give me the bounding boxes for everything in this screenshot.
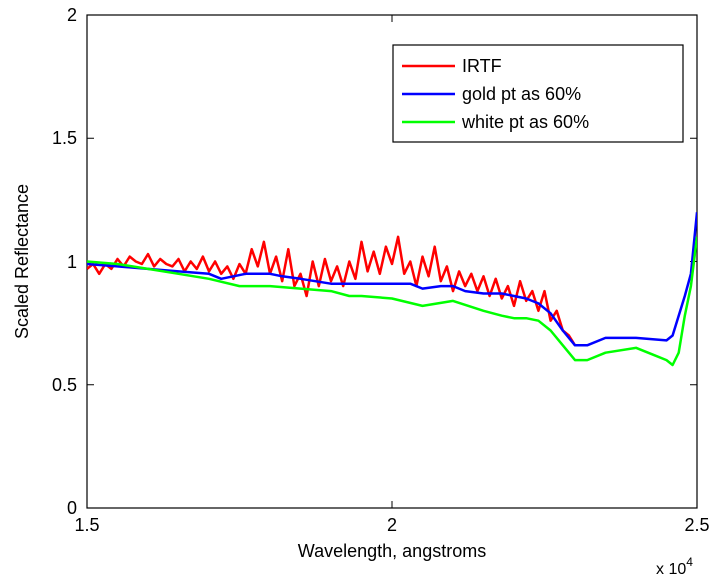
x-axis-label: Wavelength, angstroms [298,541,486,561]
x-tick-label-2: 2.5 [684,515,709,535]
y-tick-label-1: 0.5 [52,375,77,395]
x-axis-multiplier: x 104 [656,555,693,577]
y-axis-label: Scaled Reflectance [12,184,32,339]
y-tick-label-0: 0 [67,498,77,518]
x-tick-label-1: 2 [387,515,397,535]
legend-label-gold: gold pt as 60% [462,84,581,104]
legend-label-irtf: IRTF [462,56,502,76]
series-lines [87,212,697,367]
y-axis: 0 0.5 1 1.5 2 Scaled Reflectance [12,5,77,518]
x-axis: 1.5 2 2.5 Wavelength, angstroms x 104 [74,515,709,577]
x-axis-multiplier-base: x 10 [656,561,686,577]
legend: IRTF gold pt as 60% white pt as 60% [392,44,684,143]
series-line-1 [87,212,697,347]
axis-ticks [86,14,698,509]
y-tick-label-4: 2 [67,5,77,25]
legend-label-white: white pt as 60% [461,112,589,132]
x-axis-multiplier-exponent: 4 [686,555,693,569]
x-tick-label-0: 1.5 [74,515,99,535]
series-line-2 [87,236,697,367]
y-tick-label-2: 1 [67,252,77,272]
series-line-0 [87,235,577,346]
y-tick-label-3: 1.5 [52,128,77,148]
